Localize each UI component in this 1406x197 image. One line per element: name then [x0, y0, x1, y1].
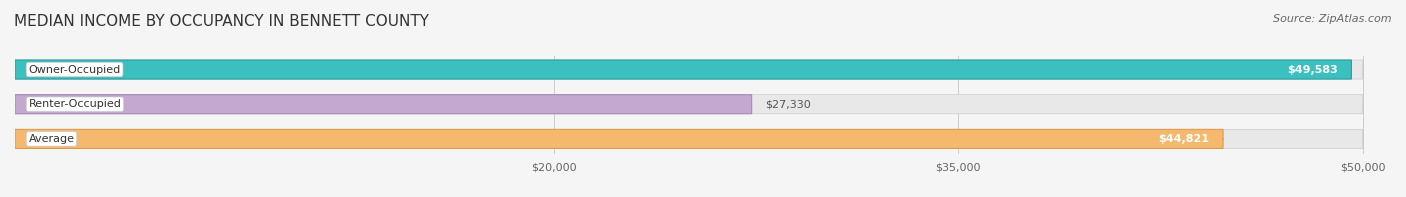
- FancyBboxPatch shape: [15, 129, 1223, 149]
- Text: Renter-Occupied: Renter-Occupied: [28, 99, 121, 109]
- FancyBboxPatch shape: [15, 129, 1362, 149]
- FancyBboxPatch shape: [15, 60, 1351, 79]
- Text: MEDIAN INCOME BY OCCUPANCY IN BENNETT COUNTY: MEDIAN INCOME BY OCCUPANCY IN BENNETT CO…: [14, 14, 429, 29]
- Text: Average: Average: [28, 134, 75, 144]
- FancyBboxPatch shape: [15, 95, 1362, 114]
- Text: Owner-Occupied: Owner-Occupied: [28, 65, 121, 74]
- Text: $49,583: $49,583: [1288, 65, 1339, 74]
- Text: Source: ZipAtlas.com: Source: ZipAtlas.com: [1274, 14, 1392, 24]
- Text: $27,330: $27,330: [765, 99, 811, 109]
- Text: $44,821: $44,821: [1159, 134, 1209, 144]
- FancyBboxPatch shape: [15, 95, 752, 114]
- FancyBboxPatch shape: [15, 60, 1362, 79]
